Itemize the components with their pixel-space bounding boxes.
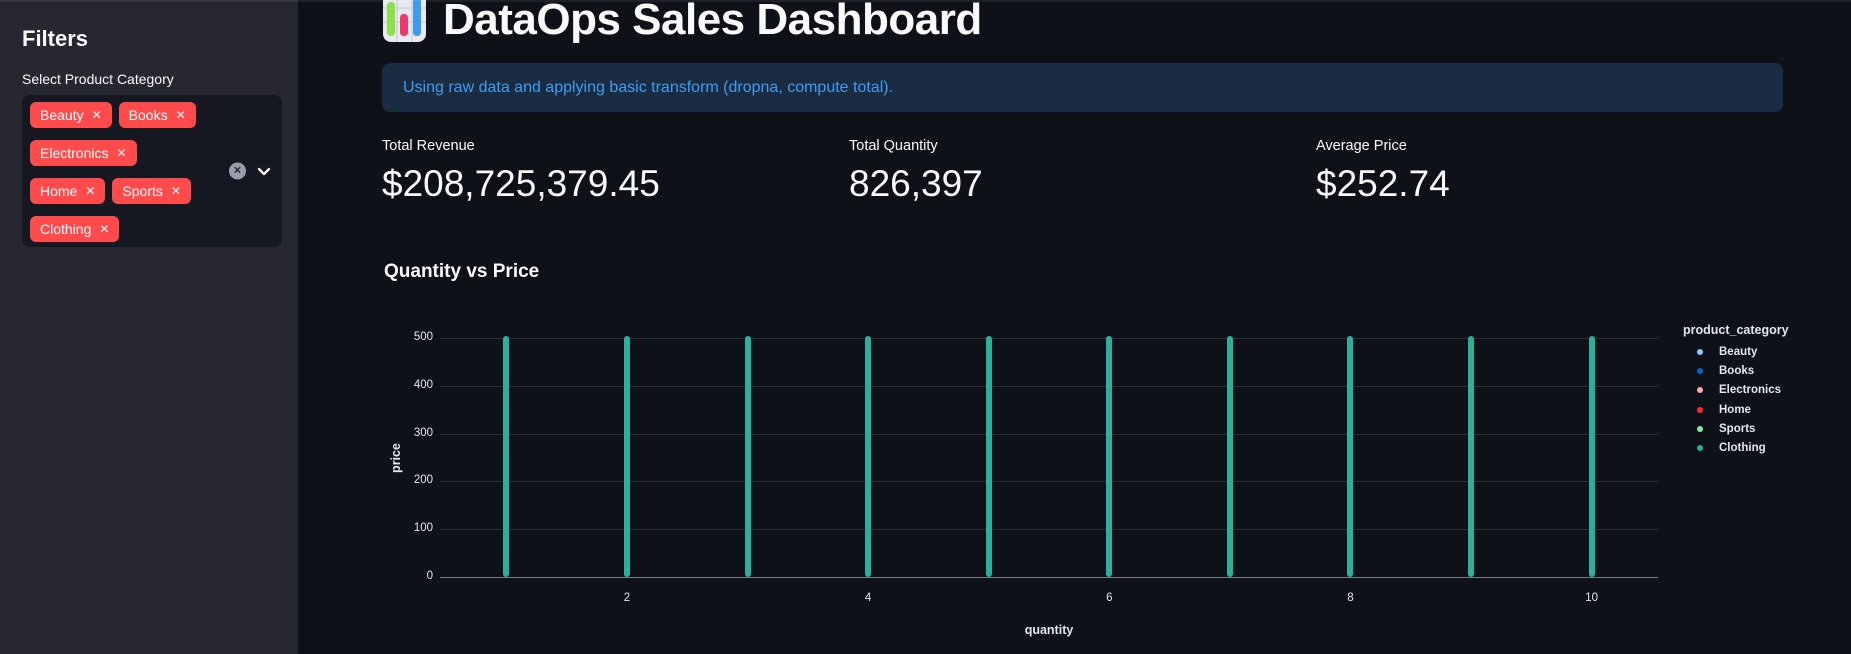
tag-beauty: Beauty ✕	[30, 102, 112, 128]
metric-value: $208,725,379.45	[382, 163, 660, 204]
gridline-y-0	[440, 577, 1658, 578]
tag-remove-icon[interactable]: ✕	[91, 108, 102, 122]
tag-label: Books	[128, 107, 168, 123]
tag-label: Electronics	[40, 145, 109, 161]
tag-sports: Sports ✕	[112, 178, 191, 204]
sidebar: Filters Select Product Category Beauty ✕ B…	[0, 0, 298, 654]
bar-chart-emoji-icon	[382, 0, 427, 43]
gridline-y-300	[440, 433, 1658, 435]
gridline-y-500	[440, 338, 1658, 339]
scatter-band-q5	[985, 335, 992, 578]
page-title-row: DataOps Sales Dashboard	[382, 0, 1851, 48]
legend-dot-icon	[1697, 368, 1703, 375]
tag-label: Sports	[122, 183, 163, 199]
y-axis-tick-300: 300	[413, 426, 433, 439]
legend-label: Sports	[1719, 422, 1756, 435]
metric-label: Average Price	[1316, 138, 1407, 154]
chart-legend: product_category Beauty Books Electronics Ho…	[1683, 323, 1789, 454]
chart-title: Quantity vs Price	[384, 261, 540, 282]
legend-dot-icon	[1697, 387, 1703, 394]
legend-entry-beauty[interactable]: Beauty	[1683, 346, 1757, 358]
tag-electronics: Electronics ✕	[30, 140, 137, 166]
legend-entry-home[interactable]: Home	[1683, 404, 1751, 416]
tag-remove-icon[interactable]: ✕	[99, 222, 110, 236]
y-axis-title: price	[389, 442, 403, 473]
gridline-y-400	[440, 385, 1658, 387]
scatter-band-q3	[744, 335, 751, 578]
info-banner: Using raw data and applying basic transf…	[382, 63, 1783, 112]
scatter-band-q6	[1106, 335, 1113, 578]
scatter-band-q10	[1588, 335, 1595, 578]
tag-label: Home	[40, 183, 78, 199]
info-banner-text: Using raw data and applying basic transf…	[403, 78, 894, 96]
product-category-multiselect[interactable]: Beauty ✕ Books ✕ Electronics ✕ Home ✕ Sports ✕ Clo…	[22, 95, 282, 247]
legend-entry-sports[interactable]: Sports	[1683, 423, 1755, 435]
metric-label: Total Revenue	[382, 138, 475, 154]
scatter-band-q7	[1226, 335, 1233, 578]
gridline-y-100	[440, 529, 1658, 531]
legend-dot-icon	[1697, 406, 1703, 413]
legend-dot-icon	[1697, 445, 1703, 451]
scatter-band-q4	[865, 335, 872, 578]
scatter-band-q1	[503, 335, 510, 578]
legend-label: Electronics	[1719, 384, 1781, 397]
y-axis-tick-500: 500	[413, 331, 433, 343]
window-top-edge	[0, 0, 1851, 2]
x-axis-tick-8: 8	[1347, 592, 1354, 604]
x-axis-tick-2: 2	[623, 592, 631, 604]
metric-average-price: Average Price $252.74	[1316, 138, 1783, 205]
selected-tags: Beauty ✕ Books ✕ Electronics ✕ Home ✕ Sports ✕ Clo…	[30, 102, 212, 242]
y-axis-tick-200: 200	[413, 474, 433, 487]
metric-value: 826,397	[849, 163, 983, 204]
y-axis-tick-100: 100	[413, 522, 433, 535]
x-axis-tick-4: 4	[864, 592, 872, 604]
sidebar-heading: Filters	[22, 26, 89, 51]
y-axis-tick-0: 0	[426, 570, 433, 582]
metric-total-revenue: Total Revenue $208,725,379.45	[382, 138, 849, 205]
tag-remove-icon[interactable]: ✕	[170, 184, 181, 198]
legend-entry-electronics[interactable]: Electronics	[1683, 384, 1781, 396]
quantity-vs-price-scatter-chart[interactable]: 0 100 200 300 400 500 2 4 6 8 10 quantity price produ…	[382, 290, 1812, 652]
tag-clothing: Clothing ✕	[30, 216, 120, 242]
tag-remove-icon[interactable]: ✕	[116, 146, 127, 160]
tag-label: Clothing	[40, 221, 92, 237]
page-title: DataOps Sales Dashboard	[443, 0, 982, 44]
tag-books: Books ✕	[118, 102, 196, 128]
metric-label: Total Quantity	[849, 138, 938, 154]
x-axis-title: quantity	[1024, 623, 1074, 637]
metrics-row: Total Revenue $208,725,379.45 Total Quan…	[382, 138, 1783, 205]
tag-label: Beauty	[40, 107, 84, 123]
legend-label: Books	[1719, 365, 1755, 378]
legend-entry-clothing[interactable]: Clothing	[1683, 442, 1766, 454]
multiselect-label: Select Product Category	[22, 71, 174, 87]
legend-dot-icon	[1697, 349, 1703, 355]
legend-dot-icon	[1697, 425, 1703, 432]
legend-title: product_category	[1683, 323, 1789, 337]
x-axis-tick-6: 6	[1106, 592, 1113, 604]
scatter-band-q9	[1468, 335, 1475, 578]
legend-label: Clothing	[1719, 442, 1766, 454]
tag-remove-icon[interactable]: ✕	[85, 184, 96, 198]
gridline-y-200	[440, 481, 1658, 483]
legend-label: Home	[1719, 403, 1751, 416]
metric-value: $252.74	[1316, 163, 1450, 204]
tag-remove-icon[interactable]: ✕	[175, 108, 186, 122]
y-axis-tick-400: 400	[413, 378, 433, 391]
clear-all-icon[interactable]: ✕	[229, 162, 246, 180]
legend-entry-books[interactable]: Books	[1683, 365, 1754, 377]
main-content: DataOps Sales Dashboard Using raw data a…	[298, 0, 1851, 654]
legend-label: Beauty	[1719, 346, 1758, 358]
scatter-band-q8	[1347, 335, 1354, 578]
chevron-down-icon[interactable]	[256, 163, 272, 179]
tag-home: Home ✕	[30, 178, 106, 204]
metric-total-quantity: Total Quantity 826,397	[849, 138, 1316, 205]
x-axis-tick-10: 10	[1585, 592, 1599, 604]
scatter-band-q2	[623, 335, 630, 578]
